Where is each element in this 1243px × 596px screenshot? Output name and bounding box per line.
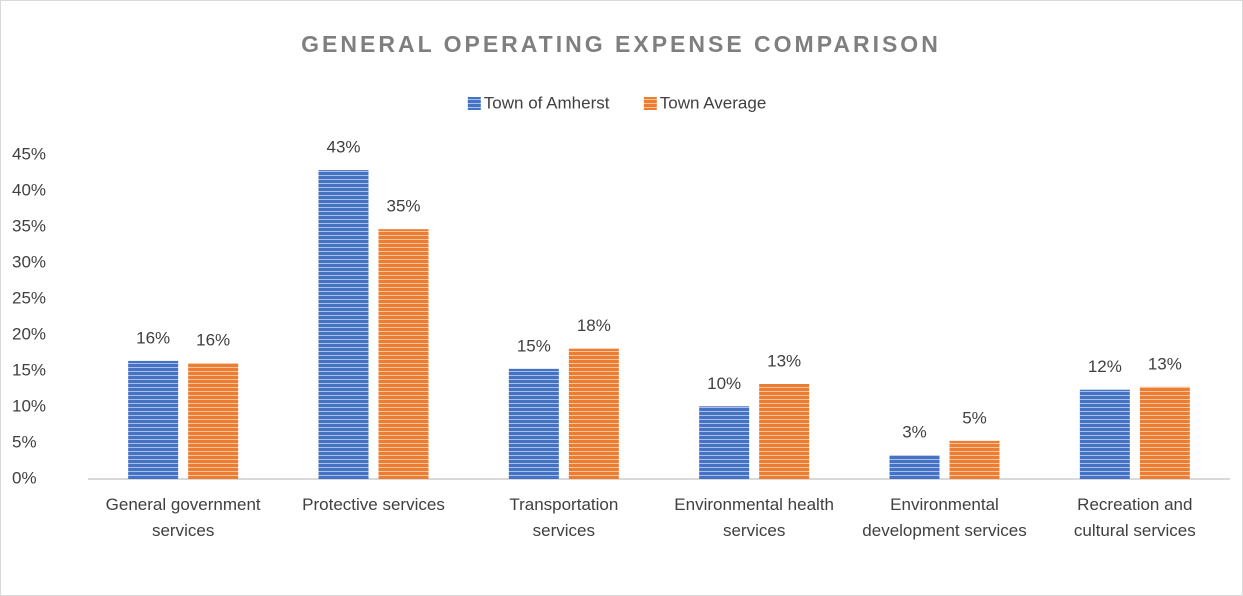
y-tick-label: 5% <box>12 432 37 451</box>
bar <box>318 170 369 479</box>
y-tick-label: 15% <box>12 360 46 379</box>
bar <box>1139 386 1190 479</box>
legend-swatch <box>467 97 481 110</box>
bar <box>949 440 1000 479</box>
data-label: 13% <box>767 351 801 370</box>
chart-title: GENERAL OPERATING EXPENSE COMPARISON <box>301 31 941 57</box>
bar <box>508 368 559 479</box>
data-label: 5% <box>962 408 987 427</box>
data-label: 43% <box>326 138 360 157</box>
bar <box>128 360 179 479</box>
legend-swatch <box>643 97 657 110</box>
y-tick-label: 20% <box>12 324 46 343</box>
y-tick-label: 40% <box>12 180 46 199</box>
data-label: 3% <box>902 423 927 442</box>
x-tick-label: General government services <box>105 495 261 540</box>
y-tick-label: 10% <box>12 396 46 415</box>
bar <box>699 406 750 479</box>
data-label: 16% <box>196 331 230 350</box>
legend-label: Town of Amherst <box>484 93 610 112</box>
data-label: 18% <box>577 316 611 335</box>
y-tick-label: 30% <box>12 252 46 271</box>
data-label: 35% <box>386 197 420 216</box>
x-tick-label: Environmental health services <box>674 495 835 540</box>
bar <box>889 455 940 479</box>
data-label: 13% <box>1148 354 1182 373</box>
data-label: 10% <box>707 374 741 393</box>
bar <box>188 363 239 479</box>
x-tick-label: Transportation services <box>509 495 619 540</box>
bar <box>1079 389 1130 479</box>
y-tick-label: 35% <box>12 216 46 235</box>
y-tick-label: 45% <box>12 144 46 163</box>
x-tick-label: Environmental development services <box>862 495 1027 540</box>
bar <box>378 229 429 479</box>
data-label: 16% <box>136 328 170 347</box>
y-tick-label: 0% <box>12 468 37 487</box>
x-tick-label: Protective services <box>302 495 445 514</box>
y-tick-label: 25% <box>12 288 46 307</box>
x-tick-label: Recreation and cultural services <box>1073 495 1196 540</box>
data-label: 15% <box>517 336 551 355</box>
data-label: 12% <box>1088 357 1122 376</box>
legend-label: Town Average <box>660 93 766 112</box>
bar <box>568 348 619 479</box>
bar <box>759 383 810 479</box>
